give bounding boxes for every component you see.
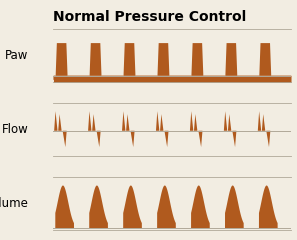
Text: Normal Pressure Control: Normal Pressure Control (53, 10, 247, 24)
Y-axis label: Volume: Volume (0, 197, 29, 210)
Y-axis label: Paw: Paw (5, 49, 29, 62)
Y-axis label: Flow: Flow (2, 123, 29, 136)
